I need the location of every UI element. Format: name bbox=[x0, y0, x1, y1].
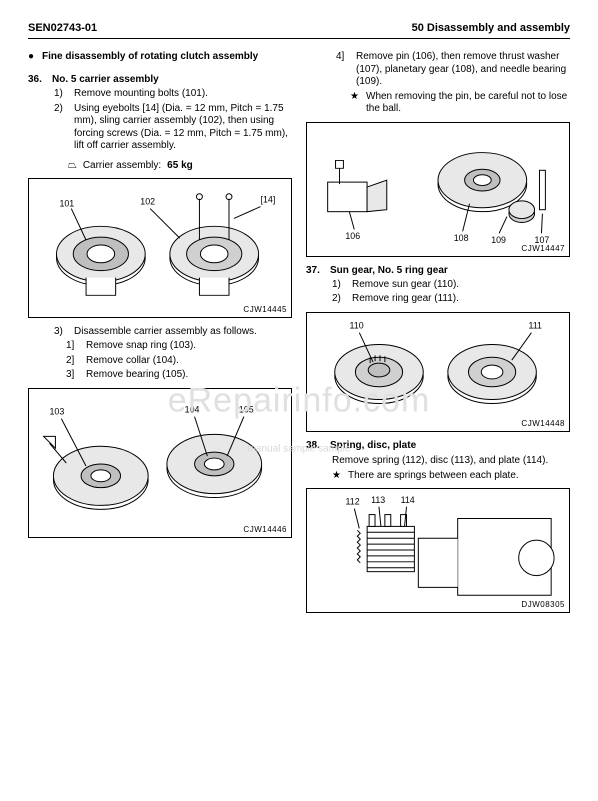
fig-label-111: 111 bbox=[528, 320, 542, 330]
fig-label-102: 102 bbox=[140, 196, 155, 206]
item-num: 3] bbox=[66, 369, 80, 382]
star-text: There are springs between each plate. bbox=[348, 470, 519, 483]
weight-icon: ⏢ bbox=[68, 159, 77, 172]
right-column: 4] Remove pin (106), then remove thrust … bbox=[306, 51, 570, 621]
step-36-3: 3) Disassemble carrier assembly as follo… bbox=[28, 326, 292, 382]
fig-label-101: 101 bbox=[59, 198, 74, 208]
item-text: Remove ring gear (111). bbox=[352, 293, 459, 306]
fig-label-106: 106 bbox=[345, 231, 360, 241]
item-num: 2) bbox=[332, 293, 346, 306]
section-title: 50 Disassembly and assembly bbox=[412, 22, 570, 34]
list-item: 3] Remove bearing (105). bbox=[66, 369, 292, 382]
figure-code: CJW14446 bbox=[243, 525, 287, 534]
fig-label-14: [14] bbox=[261, 194, 276, 204]
item-text: Using eyebolts [14] (Dia. = 12 mm, Pitch… bbox=[74, 103, 292, 153]
figure-cjw14447: 106 108 109 107 CJW14447 bbox=[306, 122, 570, 257]
item-num: 2) bbox=[54, 103, 68, 153]
content-columns: ● Fine disassembly of rotating clutch as… bbox=[28, 51, 570, 621]
weight-callout: ⏢ Carrier assembly: 65 kg bbox=[28, 159, 292, 172]
figure-code: CJW14448 bbox=[521, 419, 565, 428]
weight-value: 65 kg bbox=[167, 160, 193, 171]
step-36-substeps: 1) Remove mounting bolts (101). 2) Using… bbox=[28, 88, 292, 153]
star-icon: ★ bbox=[332, 470, 342, 483]
left-column: ● Fine disassembly of rotating clutch as… bbox=[28, 51, 292, 621]
star-icon: ★ bbox=[350, 91, 360, 116]
step-36-title: No. 5 carrier assembly bbox=[52, 74, 159, 85]
figure-code: CJW14447 bbox=[521, 244, 565, 253]
item-num: 1] bbox=[66, 340, 80, 353]
step-37-substeps: 1) Remove sun gear (110). 2) Remove ring… bbox=[306, 279, 570, 306]
bullet-title: Fine disassembly of rotating clutch asse… bbox=[42, 51, 258, 62]
figure-cjw14445: 101 102 [14] CJW14445 bbox=[28, 178, 292, 318]
list-item: 3) Disassemble carrier assembly as follo… bbox=[54, 326, 292, 339]
figure-cjw14446: 103 104 105 CJW14446 bbox=[28, 388, 292, 538]
item-text: Remove collar (104). bbox=[86, 355, 179, 368]
star-note: ★ There are springs between each plate. bbox=[332, 470, 570, 483]
list-item: 2) Using eyebolts [14] (Dia. = 12 mm, Pi… bbox=[54, 103, 292, 153]
fig-label-110: 110 bbox=[350, 320, 364, 330]
step-4-block: 4] Remove pin (106), then remove thrust … bbox=[306, 51, 570, 116]
step-36-num: 36. bbox=[28, 74, 46, 85]
star-note: ★ When removing the pin, be careful not … bbox=[336, 91, 570, 116]
list-item: 1) Remove sun gear (110). bbox=[332, 279, 570, 292]
item-text: Remove snap ring (103). bbox=[86, 340, 196, 353]
item-text: Remove sun gear (110). bbox=[352, 279, 459, 292]
fig-label-104: 104 bbox=[185, 404, 200, 414]
step-37-num: 37. bbox=[306, 265, 324, 276]
step-38-title: Spring, disc, plate bbox=[330, 440, 416, 451]
fig-label-103: 103 bbox=[49, 406, 64, 416]
list-item: 4] Remove pin (106), then remove thrust … bbox=[336, 51, 570, 89]
item-text: Remove bearing (105). bbox=[86, 369, 188, 382]
sub-sub-list: 1] Remove snap ring (103). 2] Remove col… bbox=[54, 340, 292, 382]
fig-label-108: 108 bbox=[454, 233, 469, 243]
step-38-body: Remove spring (112), disc (113), and pla… bbox=[306, 454, 570, 467]
fig-label-109: 109 bbox=[491, 235, 506, 245]
list-item: 2) Remove ring gear (111). bbox=[332, 293, 570, 306]
item-num: 1) bbox=[54, 88, 68, 101]
step-38-heading: 38. Spring, disc, plate bbox=[306, 440, 570, 451]
bullet-heading: ● Fine disassembly of rotating clutch as… bbox=[28, 51, 292, 66]
figure-cjw14448: 110 111 CJW14448 bbox=[306, 312, 570, 432]
fig-label-113: 113 bbox=[371, 495, 385, 505]
step-38-star: ★ There are springs between each plate. bbox=[306, 470, 570, 483]
step-36-heading: 36. No. 5 carrier assembly bbox=[28, 74, 292, 85]
doc-id: SEN02743-01 bbox=[28, 22, 97, 34]
item-num: 2] bbox=[66, 355, 80, 368]
fig-label-105: 105 bbox=[239, 404, 254, 414]
weight-label: Carrier assembly: bbox=[83, 160, 161, 171]
step-37-title: Sun gear, No. 5 ring gear bbox=[330, 265, 448, 276]
figure-code: DJW08305 bbox=[521, 600, 565, 609]
list-item: 2] Remove collar (104). bbox=[66, 355, 292, 368]
fig-label-112: 112 bbox=[346, 497, 360, 507]
item-text: Remove mounting bolts (101). bbox=[74, 88, 208, 101]
page-header: SEN02743-01 50 Disassembly and assembly bbox=[28, 22, 570, 39]
fig-label-114: 114 bbox=[401, 495, 415, 505]
list-item: 1) Remove mounting bolts (101). bbox=[54, 88, 292, 101]
item-text: Disassemble carrier assembly as follows. bbox=[74, 326, 257, 339]
item-num: 4] bbox=[336, 51, 350, 89]
item-num: 3) bbox=[54, 326, 68, 339]
figure-djw08305: 112 113 114 DJW08305 bbox=[306, 488, 570, 613]
star-text: When removing the pin, be careful not to… bbox=[366, 91, 570, 116]
item-text: Remove pin (106), then remove thrust was… bbox=[356, 51, 570, 89]
figure-code: CJW14445 bbox=[243, 305, 287, 314]
bullet-icon: ● bbox=[28, 51, 34, 66]
step-38-num: 38. bbox=[306, 440, 324, 451]
item-num: 1) bbox=[332, 279, 346, 292]
step-37-heading: 37. Sun gear, No. 5 ring gear bbox=[306, 265, 570, 276]
list-item: 1] Remove snap ring (103). bbox=[66, 340, 292, 353]
